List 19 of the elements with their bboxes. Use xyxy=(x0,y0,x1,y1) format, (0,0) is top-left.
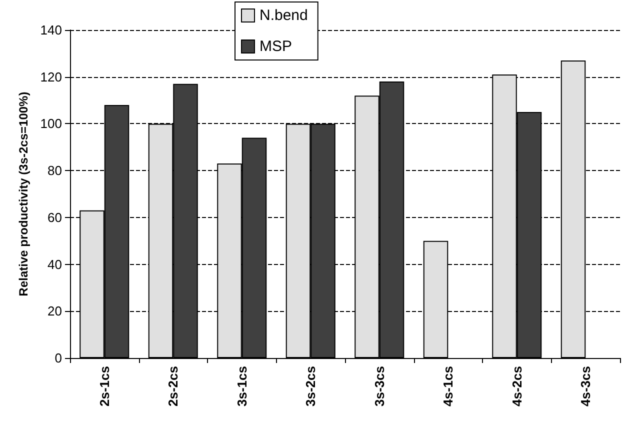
y-tick-label: 80 xyxy=(48,163,62,178)
x-tick-label: 2s-1cs xyxy=(96,366,112,406)
x-tick-label: 4s-3cs xyxy=(578,366,594,406)
legend-label: MSP xyxy=(260,38,292,55)
y-tick-label: 140 xyxy=(40,22,62,38)
x-tick-label: 3s-3cs xyxy=(372,366,387,406)
y-tick-label: 60 xyxy=(48,210,62,225)
x-tick-label: 3s-1cs xyxy=(234,366,250,406)
x-tick-label: 2s-2cs xyxy=(166,366,181,406)
x-tick-label: 4s-2cs xyxy=(509,366,524,406)
y-tick-label: 100 xyxy=(40,116,62,132)
y-tick-label: 40 xyxy=(48,256,62,272)
y-axis-title: Relative productivity (3s-2cs=100%) xyxy=(16,92,30,296)
x-tick-label: 4s-1cs xyxy=(440,366,456,406)
y-tick-label: 120 xyxy=(40,69,62,84)
y-tick-label: 20 xyxy=(48,304,62,319)
x-tick-label: 3s-2cs xyxy=(303,366,318,406)
legend-label: N.bend xyxy=(260,7,308,24)
y-tick-label: 0 xyxy=(54,350,62,366)
